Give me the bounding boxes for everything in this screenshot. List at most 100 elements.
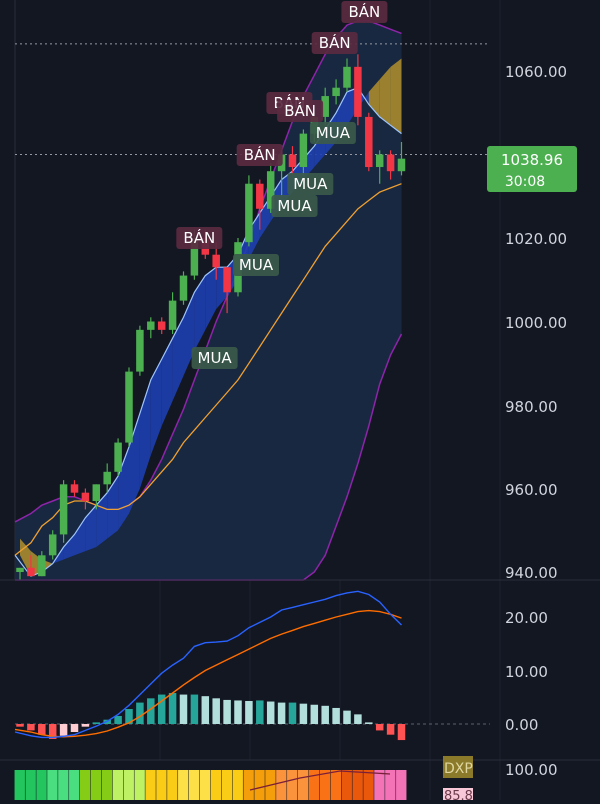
macd-histogram-bar: [48, 724, 57, 739]
oscillator-bar: [352, 770, 363, 800]
macd-histogram-bar: [277, 702, 286, 724]
oscillator-bar: [210, 770, 222, 800]
oscillator-bar: [232, 770, 243, 800]
price-axis[interactable]: 1060.00 1020.00 1000.00 980.00 960.00 94…: [487, 63, 577, 582]
ema-ribbon-segment: [63, 534, 75, 560]
ema-ribbon-segment: [161, 338, 173, 426]
candle-down: [27, 567, 35, 577]
candle-down: [212, 254, 220, 268]
sell-signal-label: BÁN: [183, 228, 215, 247]
macd-histogram-bar: [245, 700, 253, 724]
candle-up: [125, 371, 133, 443]
macd-histogram-bar: [92, 722, 101, 724]
sell-signal-label: BÁN: [244, 145, 276, 164]
macd-histogram-bar: [397, 724, 406, 741]
oscillator-bar: [363, 770, 374, 800]
macd-histogram-bar: [212, 698, 220, 724]
macd-tick-label: 20.00: [505, 609, 548, 627]
osc-tick-label: 100.00: [505, 761, 558, 779]
oscillator-bar: [308, 770, 320, 800]
indicator-tag-label: DXP: [444, 761, 473, 777]
oscillator-bar: [396, 770, 407, 800]
sell-signal-label: BÁN: [319, 33, 351, 52]
candle-down: [256, 183, 264, 209]
macd-histogram-bar: [201, 696, 210, 724]
current-price-label: 1038.96: [501, 151, 563, 169]
macd-histogram-bar: [70, 724, 79, 733]
oscillator-bar: [297, 770, 309, 800]
ema-ribbon-segment: [85, 505, 97, 552]
oscillator-bar: [178, 770, 189, 800]
macd-tick-label: 10.00: [505, 663, 548, 681]
macd-signal-line: [14, 609, 402, 738]
macd-histogram-bar: [299, 703, 308, 724]
oscillator-value-badge: [443, 788, 473, 800]
candle-up: [38, 555, 46, 577]
oscillator-bar: [58, 770, 69, 800]
macd-histogram-bar: [310, 704, 319, 724]
signal-label-layer: BÁNMUAMUABÁNMUAMUABÁNBÁNMUABÁNBÁN: [176, 1, 388, 369]
oscillator-bar: [123, 770, 134, 800]
macd-line: [14, 590, 402, 739]
macd-histogram-bar: [266, 701, 275, 724]
oscillator-bar: [374, 770, 385, 800]
macd-tick-label: 0.00: [505, 716, 538, 734]
price-tick-label: 1020.00: [505, 230, 567, 248]
oscillator-bar: [341, 770, 352, 800]
sell-signal-badge: [236, 144, 283, 166]
oscillator-bar: [319, 770, 331, 800]
candle-up: [59, 484, 68, 535]
oscillator-bar: [145, 770, 156, 800]
sell-signal-badge: [176, 227, 223, 249]
macd-histogram-bar: [223, 699, 231, 724]
candle-up: [114, 442, 122, 472]
macd-histogram-bar: [365, 722, 373, 724]
candle-up: [299, 133, 308, 168]
oscillator-bar: [69, 770, 80, 800]
candle-up: [103, 471, 111, 485]
oscillator-bar: [199, 770, 211, 800]
macd-histogram-bar: [386, 724, 395, 735]
macd-histogram-bar: [343, 710, 351, 724]
candle-countdown-label: 30:08: [505, 174, 545, 190]
macd-histogram-bar: [59, 724, 68, 736]
ema-ribbon-segment: [390, 58, 402, 134]
sell-signal-badge: [311, 32, 358, 54]
oscillator-line: [249, 770, 391, 791]
oscillator-bar: [287, 770, 298, 800]
ema-ribbon-segment: [303, 146, 315, 180]
candle-up: [168, 300, 177, 330]
ema-ribbon-layer: [14, 58, 402, 577]
macd-histogram-bar: [157, 694, 166, 724]
macd-histogram-bar: [321, 705, 329, 724]
macd-histogram-bar: [81, 724, 90, 727]
oscillator-bar: [167, 770, 178, 800]
buy-signal-badge: [191, 347, 238, 369]
buy-signal-badge: [309, 122, 356, 144]
ema-fast-line: [14, 86, 402, 577]
macd-histogram-bar: [125, 709, 133, 724]
candle-up: [245, 183, 253, 243]
candle-up: [343, 66, 351, 88]
candle-up: [16, 567, 24, 572]
macd-histogram-bar: [234, 700, 242, 724]
oscillator-bar: [221, 770, 233, 800]
ema-ribbon-segment: [194, 275, 206, 351]
candle-up: [375, 154, 384, 168]
ema-ribbon-segment: [248, 212, 260, 259]
oscillator-bar: [25, 770, 36, 800]
macd-histogram-bar: [168, 692, 177, 724]
buy-signal-label: MUA: [198, 349, 233, 367]
sell-signal-badge: [341, 1, 388, 23]
candle-down: [81, 492, 90, 502]
buy-signal-label: MUA: [316, 124, 351, 142]
price-tick-label: 1000.00: [505, 314, 567, 332]
ema-ribbon-segment: [118, 446, 129, 531]
ema-ribbon-segment: [205, 267, 217, 330]
macd-histogram-bar: [16, 724, 24, 727]
oscillator-bar: [243, 770, 254, 800]
macd-axis[interactable]: 20.00 10.00 0.00: [505, 609, 548, 734]
oscillator-bar: [101, 770, 113, 800]
